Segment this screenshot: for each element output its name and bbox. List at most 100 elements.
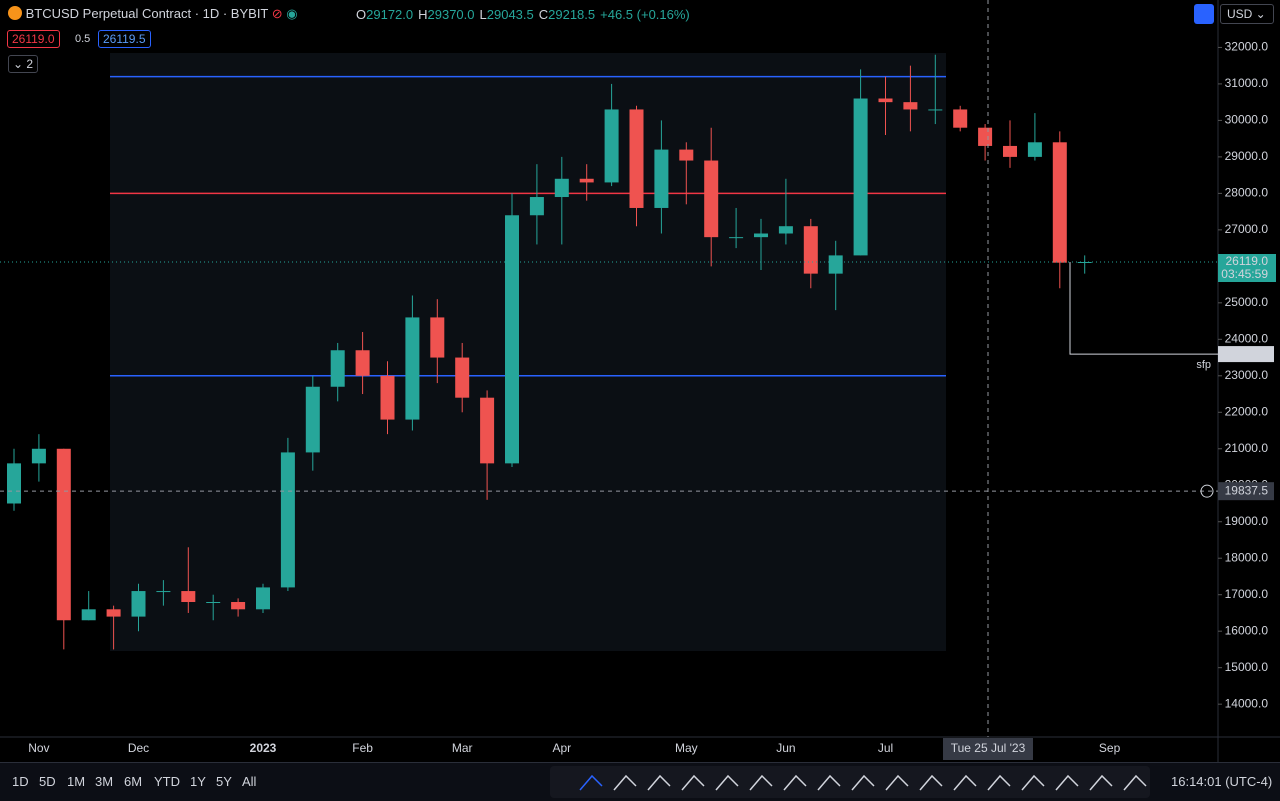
sfp-tag [1218, 346, 1274, 363]
candle-body [181, 591, 196, 603]
ohlc-field: 29043.5 [486, 7, 534, 22]
ohlc-field: +46.5 (+0.16%) [600, 7, 690, 22]
tool-icon[interactable] [613, 774, 637, 791]
candle-body [903, 102, 918, 110]
candle-body [131, 591, 146, 617]
range-button[interactable]: 1M [67, 774, 86, 789]
drawing-tools [550, 766, 1150, 798]
tool-icon[interactable] [1089, 774, 1113, 791]
y-tick-label: 27000.0 [1225, 222, 1269, 236]
y-tick-label: 14000.0 [1225, 696, 1269, 710]
range-button[interactable]: All [242, 774, 257, 789]
crosshair-date: Tue 25 Jul '23 [951, 741, 1026, 755]
y-tick-label: 29000.0 [1225, 149, 1269, 163]
y-tick-label: 28000.0 [1225, 186, 1269, 200]
screenshot-button[interactable] [1194, 4, 1214, 24]
y-tick-label: 31000.0 [1225, 76, 1269, 90]
x-tick-label: Nov [28, 741, 49, 755]
candle-body [878, 98, 893, 103]
candle-body [754, 233, 768, 238]
x-tick-label: Feb [352, 741, 373, 755]
ohlc: O29172.0 H29370.0 L29043.5 C29218.5 +46.5 (+… [356, 7, 690, 22]
symbol: BTCUSD Perpetual Contract · 1D · BYBIT [25, 6, 269, 21]
range-button[interactable]: YTD [154, 774, 180, 789]
add-alert-button[interactable] [1200, 484, 1214, 498]
tool-icon[interactable] [817, 774, 841, 791]
candle-body [554, 178, 569, 198]
candle-body [1027, 142, 1042, 157]
candle-body [679, 149, 694, 161]
y-tick-label: 25000.0 [1225, 295, 1269, 309]
tool-icon[interactable] [579, 774, 603, 791]
tool-icon[interactable] [919, 774, 943, 791]
candle-body [430, 317, 445, 358]
x-tick-label: Sep [1099, 741, 1121, 755]
tool-icon[interactable] [1055, 774, 1079, 791]
indicator-count: 2 [26, 57, 34, 71]
ohlc-field: 29370.0 [427, 7, 475, 22]
ohlc-field: C [538, 7, 549, 22]
candle-body [928, 109, 943, 111]
tool-icon[interactable] [681, 774, 705, 791]
candle-body [729, 237, 744, 239]
spread: 0.5 [75, 33, 91, 45]
candle-body [529, 197, 544, 216]
candle-body [405, 317, 420, 420]
sell-button[interactable]: 26119.0 [7, 30, 60, 48]
tool-icon[interactable] [1123, 774, 1147, 791]
currency-select[interactable]: USD ⌄ [1220, 4, 1274, 24]
candle-body [629, 109, 644, 208]
candle-body [978, 127, 993, 146]
crosshair-price: 19837.5 [1225, 483, 1269, 497]
candle-body [654, 149, 669, 208]
candle-body [455, 357, 470, 398]
ohlc-field: 29218.5 [548, 7, 596, 22]
y-tick-label: 22000.0 [1225, 404, 1269, 418]
tool-icon[interactable] [885, 774, 909, 791]
candle-body [206, 602, 221, 604]
x-tick-label: Apr [552, 741, 571, 755]
candle-body [1052, 142, 1067, 263]
tool-icon[interactable] [715, 774, 739, 791]
candle-body [803, 226, 818, 274]
candle-body [7, 463, 21, 504]
ohlc-field: O [356, 7, 367, 22]
range-button[interactable]: 5Y [216, 774, 232, 789]
sfp-label: sfp [1196, 359, 1211, 371]
candle-body [330, 350, 345, 387]
tool-icon[interactable] [749, 774, 773, 791]
candle-body [31, 448, 46, 464]
range-button[interactable]: 6M [124, 774, 143, 789]
sfp-line [1069, 262, 1218, 355]
candle-body [81, 609, 96, 621]
candle-body [355, 350, 370, 376]
range-button[interactable]: 1D [12, 774, 29, 789]
range-button[interactable]: 1Y [190, 774, 206, 789]
indicator-toggle[interactable]: ⌄ 2 [8, 55, 39, 73]
range-button[interactable]: 5D [39, 774, 56, 789]
buy-button[interactable]: 26119.5 [98, 30, 151, 48]
candle-body [106, 609, 121, 617]
tool-icon[interactable] [987, 774, 1011, 791]
y-tick-label: 17000.0 [1225, 587, 1269, 601]
crosshair-date-tag [943, 738, 1033, 760]
tool-icon[interactable] [647, 774, 671, 791]
range-button[interactable]: 3M [95, 774, 114, 789]
x-tick-label: Jun [776, 741, 795, 755]
tool-icon[interactable] [1021, 774, 1045, 791]
tool-icon[interactable] [783, 774, 807, 791]
ohlc-field: H [418, 7, 428, 22]
candle-body [604, 109, 619, 183]
tool-icon[interactable] [953, 774, 977, 791]
coin-icon [8, 6, 22, 20]
candle-body [380, 375, 395, 420]
candle-body [56, 448, 71, 621]
x-tick-label: May [675, 741, 698, 755]
candle-body [778, 226, 793, 234]
candle-body [828, 255, 843, 274]
y-tick-label: 21000.0 [1225, 441, 1269, 455]
candle-body [256, 587, 270, 610]
bottom-toolbar: 1D 5D 1M 3M 6M YTD 1Y 5Y All 16:14:01 (UTC-4) [0, 762, 1280, 801]
tool-icon[interactable] [851, 774, 875, 791]
